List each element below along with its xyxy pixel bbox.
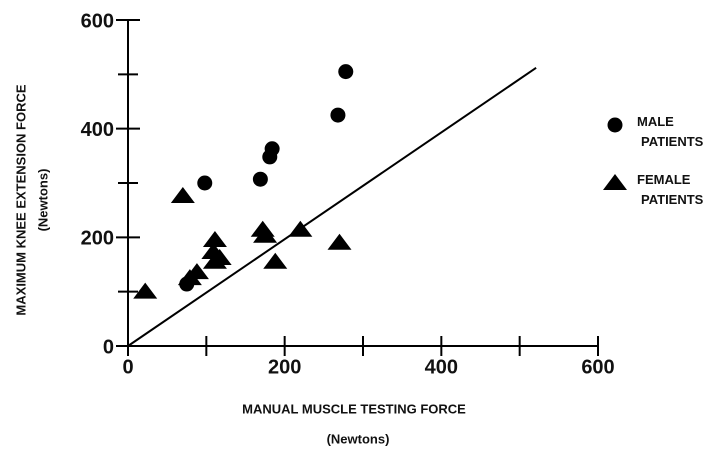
y-tick-label: 600 xyxy=(81,10,114,32)
point xyxy=(327,233,352,250)
point xyxy=(202,231,227,248)
y-tick-label: 200 xyxy=(81,228,114,250)
y-tick-label: 400 xyxy=(81,119,114,141)
x-axis-unit: (Newtons) xyxy=(327,431,390,446)
y-tick-label: 0 xyxy=(103,336,114,358)
reference-line xyxy=(127,66,537,347)
y-axis-label: MAXIMUM KNEE EXTENSION FORCE xyxy=(13,84,28,315)
legend-label: FEMALE PATIENTS xyxy=(637,172,704,207)
point xyxy=(197,175,213,191)
legend-marker xyxy=(607,117,623,133)
x-tick-label: 200 xyxy=(268,356,301,378)
x-axis-label: MANUAL MUSCLE TESTING FORCE xyxy=(242,401,466,416)
point xyxy=(184,263,209,280)
x-tick-label: 600 xyxy=(581,356,614,378)
legend-label: MALE PATIENTS xyxy=(637,114,704,149)
legend-marker xyxy=(603,174,627,190)
y-axis-unit: (Newtons) xyxy=(35,169,50,232)
point xyxy=(263,252,288,269)
point xyxy=(264,141,280,157)
point xyxy=(170,187,195,204)
point xyxy=(253,226,278,243)
point xyxy=(330,107,346,123)
point xyxy=(252,171,268,187)
point xyxy=(288,220,313,237)
point xyxy=(338,64,354,80)
point xyxy=(133,282,158,299)
x-tick-label: 0 xyxy=(122,356,133,378)
x-tick-label: 400 xyxy=(425,356,458,378)
point xyxy=(207,248,232,265)
